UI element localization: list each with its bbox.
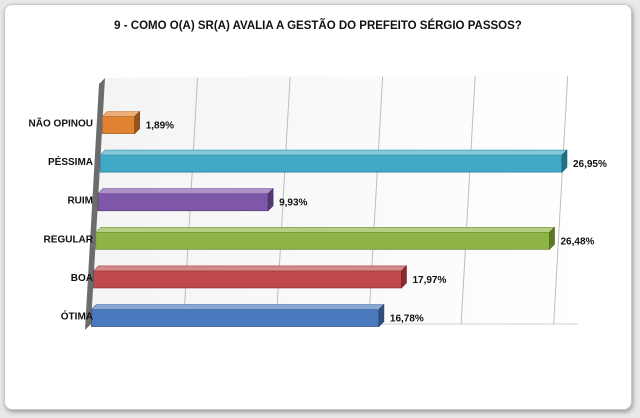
bar-top-3 (95, 227, 556, 233)
bar-4 (93, 270, 402, 289)
bar-end-2 (267, 187, 274, 212)
bar-top-1 (99, 149, 568, 156)
bar-end-5 (378, 303, 385, 328)
value-label: 26,95% (573, 159, 607, 170)
gridline (460, 76, 476, 325)
back-wall (91, 74, 582, 324)
category-label: BOA (71, 273, 93, 284)
gridline (553, 75, 569, 325)
bar-end-3 (549, 226, 555, 251)
bar-end-0 (134, 110, 141, 135)
bar-top-5 (90, 304, 385, 310)
category-label: REGULAR (44, 234, 94, 245)
bar-end-4 (401, 265, 407, 289)
category-label: NÃO OPINOU (29, 117, 93, 130)
bar-1 (99, 154, 563, 173)
bar-top-2 (97, 188, 274, 194)
value-label: 17,97% (412, 275, 446, 286)
bar-end-1 (561, 149, 568, 173)
category-label: RUIM (67, 196, 93, 207)
category-label: ÓTIMA (61, 310, 93, 323)
plot-area: NÃO OPINOU 1,89% PÉSSIMA 26,95% RUIM 9,93% REG… (29, 74, 607, 330)
value-label: 1,89% (146, 121, 174, 132)
value-label: 9,93% (279, 198, 307, 209)
value-label: 16,78% (390, 314, 424, 325)
chart-title: 9 - COMO O(A) SR(A) AVALIA A GESTÃO DO P… (114, 20, 522, 32)
bar-3 (95, 231, 550, 250)
value-label: 26,48% (561, 236, 595, 247)
bar-top-4 (92, 265, 408, 272)
bar-top-0 (101, 111, 141, 117)
side-wall (85, 78, 105, 330)
bar-2 (97, 193, 269, 212)
bar-5 (90, 309, 380, 327)
category-label: PÉSSIMA (48, 155, 93, 168)
bar-0 (101, 116, 136, 134)
